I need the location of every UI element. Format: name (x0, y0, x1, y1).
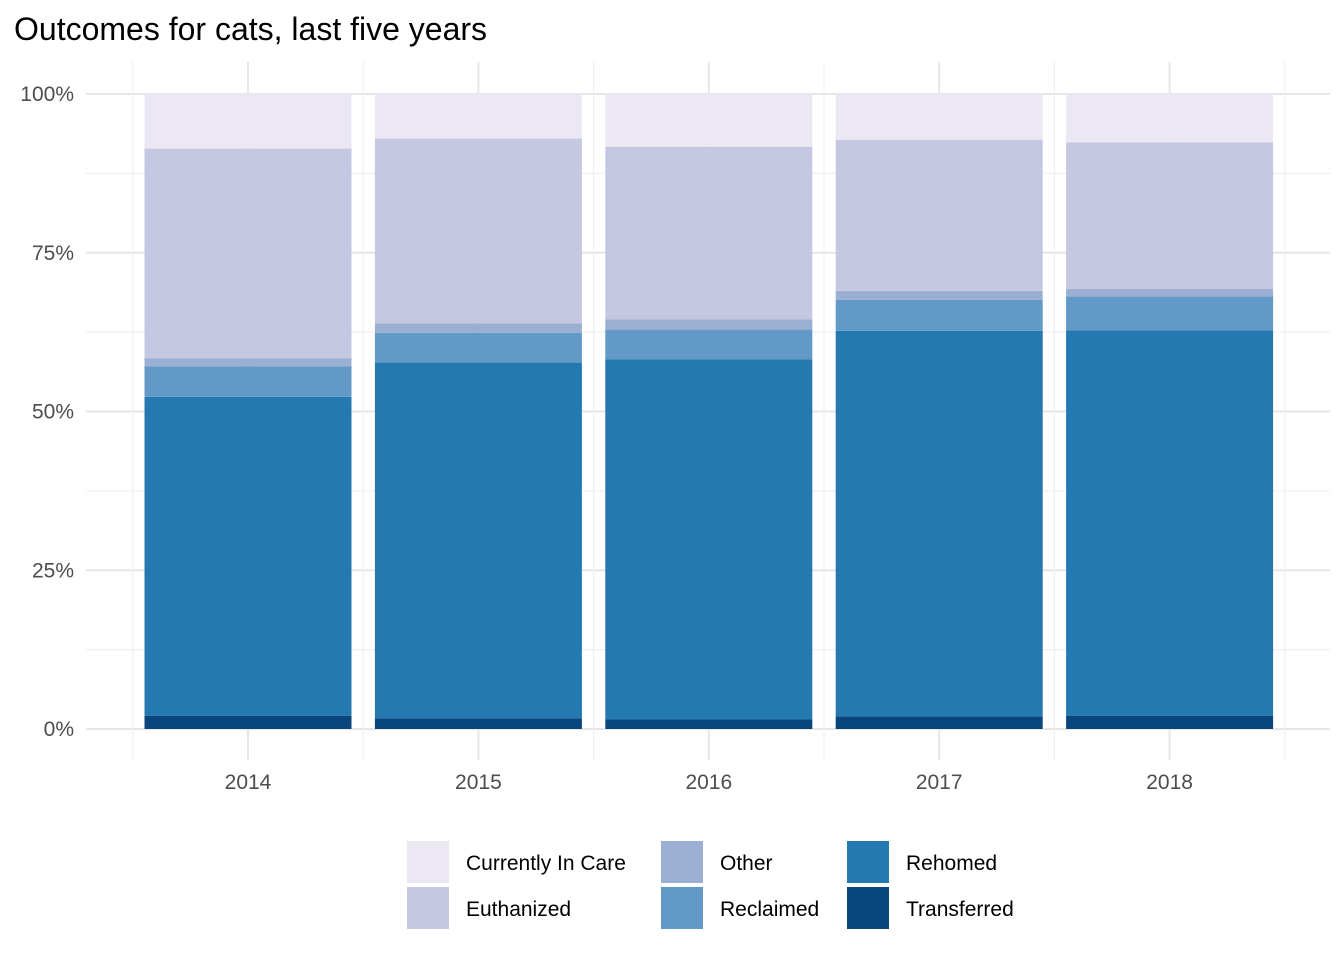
x-tick-label: 2018 (1146, 771, 1193, 794)
x-tick-label: 2015 (455, 771, 502, 794)
bar-segment-other-2016 (605, 319, 813, 330)
legend-swatch (661, 841, 703, 883)
legend-label: Euthanized (466, 898, 571, 921)
bar-segment-reclaimed-2015 (374, 332, 582, 363)
legend-label: Transferred (906, 898, 1014, 921)
bar-segment-other-2018 (1066, 288, 1274, 297)
legend-swatch (661, 887, 703, 929)
legend-label: Currently In Care (466, 852, 626, 875)
bar-segment-other-2017 (835, 290, 1043, 300)
legend-item-reclaimed: Reclaimed (661, 887, 819, 929)
bar-segment-euthanized-2017 (835, 139, 1043, 291)
bar-segment-euthanized-2014 (144, 148, 352, 359)
bar-segment-currently-in-care-2014 (144, 94, 352, 149)
bar-segment-currently-in-care-2015 (374, 94, 582, 139)
legend-item-rehomed: Rehomed (847, 841, 997, 883)
legend-swatch (407, 841, 449, 883)
bar-segment-other-2015 (374, 323, 582, 333)
bar-segment-rehomed-2017 (835, 330, 1043, 717)
y-tick-label: 50% (32, 401, 74, 424)
bar-segment-other-2014 (144, 358, 352, 367)
bar-segment-rehomed-2018 (1066, 330, 1274, 716)
bar-segment-rehomed-2014 (144, 396, 352, 716)
bar-segment-transferred-2017 (835, 716, 1043, 729)
bar-segment-rehomed-2015 (374, 362, 582, 719)
bar-segment-currently-in-care-2018 (1066, 94, 1274, 143)
y-tick-label: 25% (32, 559, 74, 582)
bar-segment-transferred-2014 (144, 715, 352, 729)
legend-item-currently-in-care: Currently In Care (407, 841, 626, 883)
bar-segment-euthanized-2018 (1066, 142, 1274, 289)
legend-label: Reclaimed (720, 898, 819, 921)
legend-swatch (847, 841, 889, 883)
y-tick-label: 0% (44, 718, 74, 741)
bar-segment-reclaimed-2017 (835, 299, 1043, 331)
bar-segment-rehomed-2016 (605, 359, 813, 720)
y-tick-label: 75% (32, 242, 74, 265)
x-tick-label: 2016 (685, 771, 732, 794)
legend-item-transferred: Transferred (847, 887, 1014, 929)
legend-label: Rehomed (906, 852, 997, 875)
legend-item-other: Other (661, 841, 773, 883)
bar-segment-currently-in-care-2017 (835, 94, 1043, 140)
y-tick-label: 100% (20, 83, 74, 106)
bar-segment-reclaimed-2014 (144, 366, 352, 397)
legend-item-euthanized: Euthanized (407, 887, 571, 929)
legend: Currently In Care Euthanized Other Reclaime… (407, 841, 1014, 929)
x-tick-label: 2014 (225, 771, 272, 794)
bar-segment-transferred-2018 (1066, 715, 1274, 729)
x-tick-label: 2017 (916, 771, 963, 794)
bar-segment-reclaimed-2016 (605, 329, 813, 360)
bars (144, 94, 1274, 729)
bar-segment-euthanized-2015 (374, 138, 582, 324)
bar-segment-currently-in-care-2016 (605, 94, 813, 147)
chart-title: Outcomes for cats, last five years (14, 11, 487, 47)
bar-segment-euthanized-2016 (605, 146, 813, 320)
legend-swatch (407, 887, 449, 929)
legend-label: Other (720, 852, 773, 875)
x-axis-ticks: 2014 2015 2016 2017 2018 (225, 771, 1193, 794)
y-axis-ticks: 0% 25% 50% 75% 100% (20, 83, 74, 741)
bar-segment-transferred-2015 (374, 718, 582, 729)
bar-segment-reclaimed-2018 (1066, 296, 1274, 331)
legend-swatch (847, 887, 889, 929)
bar-segment-transferred-2016 (605, 719, 813, 729)
